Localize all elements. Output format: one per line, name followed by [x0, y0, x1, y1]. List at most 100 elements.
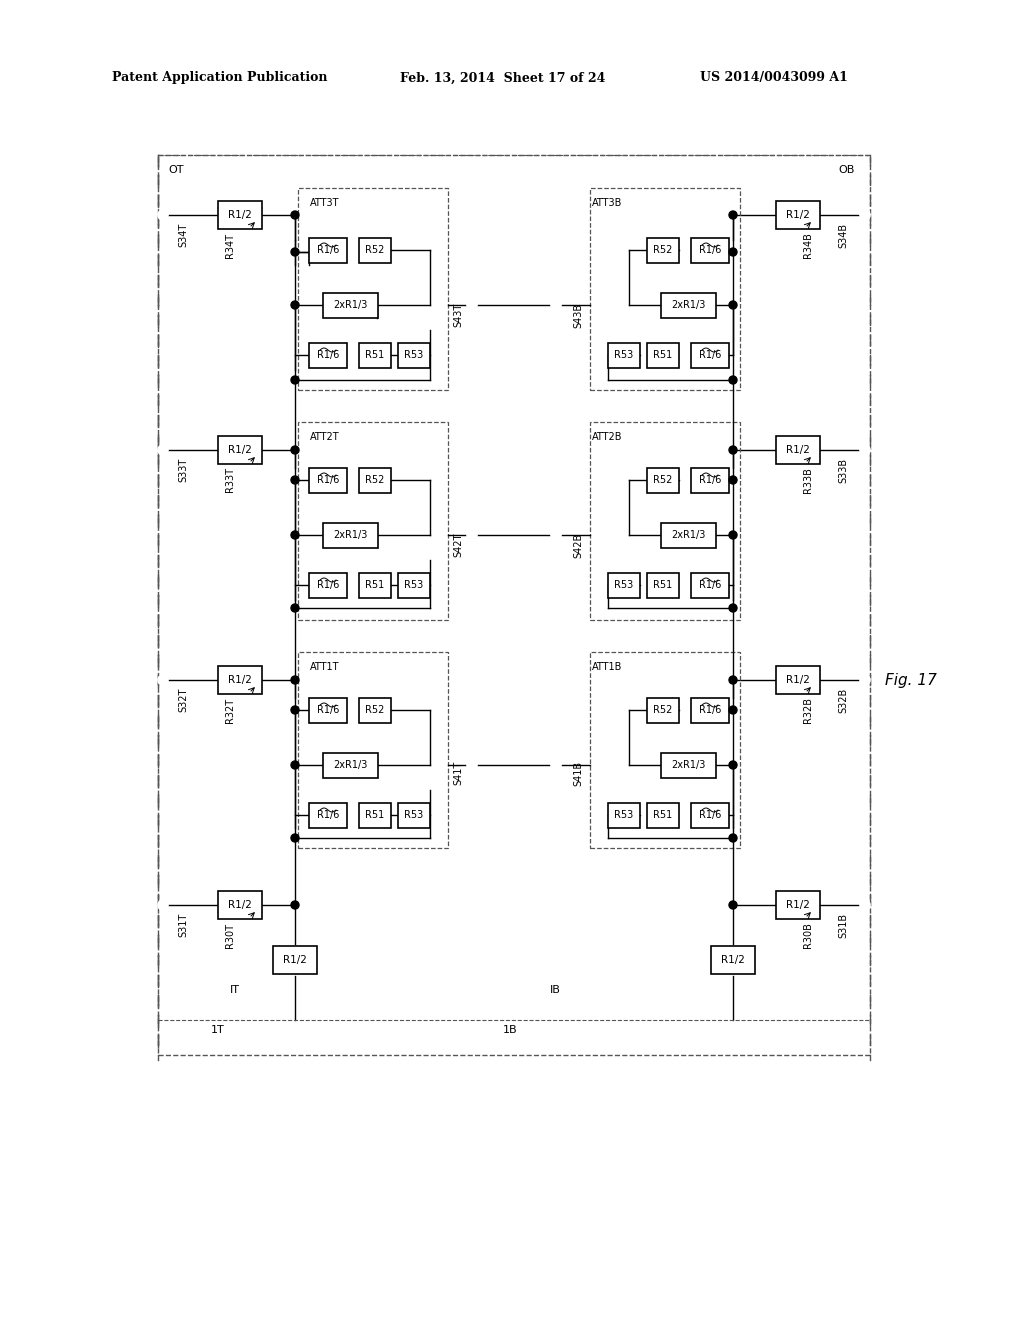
Circle shape	[158, 445, 168, 455]
Bar	[359, 573, 391, 598]
Circle shape	[467, 760, 477, 770]
Text: S32B: S32B	[838, 688, 848, 713]
Circle shape	[729, 531, 737, 539]
Text: 1T: 1T	[211, 1026, 225, 1035]
Bar	[776, 201, 820, 228]
Text: IT: IT	[230, 985, 240, 995]
Circle shape	[291, 762, 299, 770]
Bar	[273, 946, 317, 974]
Text: R52: R52	[366, 475, 385, 484]
Bar	[691, 803, 729, 828]
Text: S43T: S43T	[453, 302, 463, 327]
Text: R51: R51	[653, 350, 673, 360]
Text: R53: R53	[404, 810, 424, 820]
Bar	[590, 652, 740, 847]
Text: R53: R53	[614, 579, 634, 590]
Text: R1/2: R1/2	[721, 954, 744, 965]
Text: R1/2: R1/2	[786, 210, 810, 220]
Bar	[398, 573, 430, 598]
Text: ATT3T: ATT3T	[310, 198, 340, 209]
Circle shape	[729, 706, 737, 714]
Bar	[608, 573, 640, 598]
Text: R1/6: R1/6	[316, 475, 339, 484]
Circle shape	[729, 676, 737, 684]
Bar	[218, 436, 262, 465]
Text: ATT1T: ATT1T	[310, 663, 340, 672]
Text: S34T: S34T	[178, 223, 188, 247]
Text: S31B: S31B	[838, 912, 848, 937]
Bar	[691, 573, 729, 598]
Text: R1/2: R1/2	[228, 445, 252, 455]
Text: R1/2: R1/2	[228, 675, 252, 685]
Circle shape	[291, 531, 299, 539]
Circle shape	[291, 902, 299, 909]
Circle shape	[158, 675, 168, 685]
Bar	[398, 342, 430, 367]
Text: R51: R51	[653, 579, 673, 590]
Text: 2xR1/3: 2xR1/3	[333, 760, 368, 770]
Bar	[691, 342, 729, 367]
Bar	[158, 154, 870, 1055]
Circle shape	[291, 446, 299, 454]
Circle shape	[551, 760, 561, 770]
Text: S34B: S34B	[838, 223, 848, 248]
Text: OT: OT	[168, 165, 183, 176]
Text: Feb. 13, 2014  Sheet 17 of 24: Feb. 13, 2014 Sheet 17 of 24	[400, 71, 605, 84]
Text: 1B: 1B	[503, 1026, 517, 1035]
Bar	[647, 342, 679, 367]
Text: R51: R51	[653, 810, 673, 820]
Bar	[359, 238, 391, 263]
Text: 2xR1/3: 2xR1/3	[671, 300, 706, 310]
Circle shape	[551, 531, 561, 540]
Text: S42B: S42B	[573, 532, 583, 557]
Text: S31T: S31T	[178, 913, 188, 937]
Text: Fig. 17: Fig. 17	[885, 672, 937, 688]
Text: R52: R52	[366, 246, 385, 255]
Circle shape	[860, 675, 870, 685]
Text: 2xR1/3: 2xR1/3	[671, 531, 706, 540]
Circle shape	[729, 248, 737, 256]
Circle shape	[729, 605, 737, 612]
Circle shape	[860, 900, 870, 909]
Text: R34B: R34B	[803, 232, 813, 257]
Bar	[691, 238, 729, 263]
Text: S33B: S33B	[838, 458, 848, 483]
Bar	[660, 523, 716, 548]
Bar	[608, 342, 640, 367]
Text: IB: IB	[550, 985, 560, 995]
Text: R1/6: R1/6	[316, 579, 339, 590]
Bar	[776, 436, 820, 465]
Bar	[590, 422, 740, 620]
Text: R1/6: R1/6	[316, 350, 339, 360]
Text: R1/6: R1/6	[316, 810, 339, 820]
Bar	[218, 667, 262, 694]
Bar	[309, 238, 347, 263]
Bar	[359, 467, 391, 492]
Text: R1/2: R1/2	[228, 210, 252, 220]
Bar	[647, 697, 679, 722]
Text: R1/6: R1/6	[316, 705, 339, 715]
Bar	[776, 667, 820, 694]
Text: R53: R53	[404, 579, 424, 590]
Text: R1/6: R1/6	[698, 810, 721, 820]
Text: R52: R52	[653, 705, 673, 715]
Text: R1/6: R1/6	[698, 475, 721, 484]
Bar	[608, 803, 640, 828]
Text: ATT2T: ATT2T	[310, 432, 340, 442]
Bar	[309, 803, 347, 828]
Bar	[711, 946, 755, 974]
Text: R53: R53	[614, 810, 634, 820]
Text: R1/2: R1/2	[786, 445, 810, 455]
Text: ATT3B: ATT3B	[592, 198, 623, 209]
Circle shape	[729, 211, 737, 219]
Circle shape	[729, 477, 737, 484]
Bar	[323, 752, 378, 777]
Text: R1/2: R1/2	[228, 900, 252, 909]
Circle shape	[729, 446, 737, 454]
Text: OB: OB	[839, 165, 855, 176]
Circle shape	[291, 477, 299, 484]
Bar	[218, 201, 262, 228]
Bar	[691, 467, 729, 492]
Circle shape	[729, 902, 737, 909]
Bar	[359, 697, 391, 722]
